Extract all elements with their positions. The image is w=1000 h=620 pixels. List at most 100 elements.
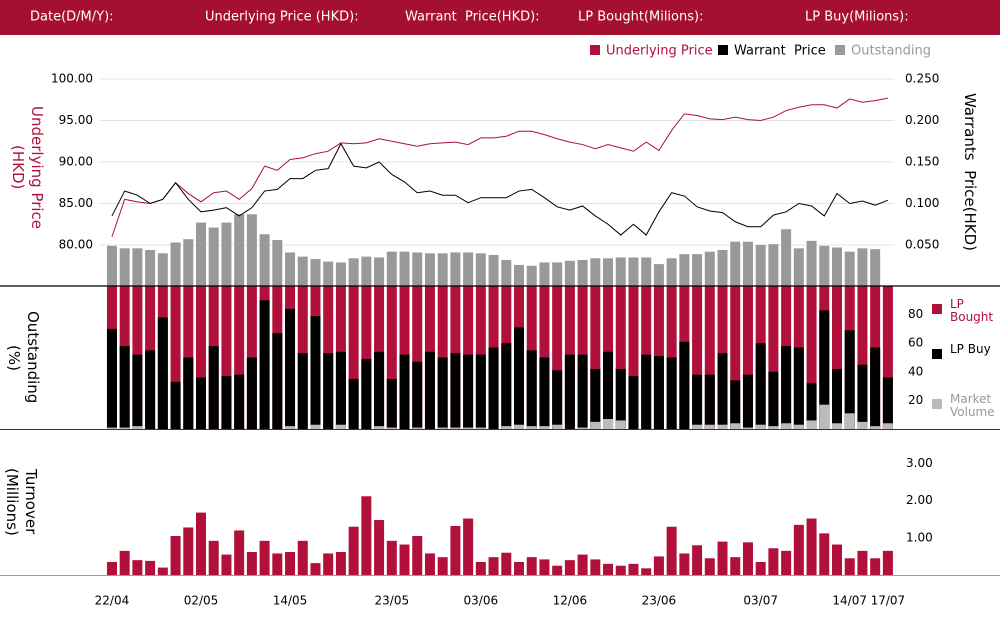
- line: [111, 142, 889, 236]
- bar: [412, 252, 423, 287]
- bar: [832, 368, 842, 429]
- bar: [577, 427, 588, 429]
- bar: [361, 256, 372, 287]
- bar: [475, 253, 486, 287]
- header-field: Warrant Price(HKD):: [405, 10, 540, 25]
- legend-swatch: [932, 399, 942, 409]
- bar: [157, 317, 168, 429]
- x-tick-label: 14/07: [832, 594, 867, 608]
- bar: [590, 559, 601, 575]
- bar: [501, 343, 512, 429]
- bar: [844, 558, 855, 575]
- bar: [704, 558, 715, 575]
- bar: [335, 351, 346, 429]
- bar: [488, 254, 499, 287]
- bar: [412, 536, 423, 575]
- y2-tick-label: 0.050: [905, 238, 939, 252]
- bar: [882, 423, 893, 429]
- bar: [106, 245, 117, 287]
- bar: [615, 368, 626, 429]
- bar: [463, 252, 474, 287]
- bar: [437, 253, 448, 287]
- legend-label: LP Buy: [950, 342, 991, 356]
- bar: [208, 346, 219, 429]
- bar: [603, 563, 614, 575]
- y2-tick-label: 0.200: [905, 113, 939, 127]
- y-tick-label: 95.00: [59, 113, 93, 127]
- bar: [450, 525, 461, 575]
- bar: [742, 427, 753, 429]
- bar: [806, 240, 817, 287]
- bar: [768, 426, 779, 429]
- bar: [348, 378, 359, 429]
- bar: [704, 424, 715, 429]
- bar: [526, 350, 537, 429]
- bar: [374, 520, 385, 575]
- bar: [730, 380, 741, 429]
- bar: [832, 247, 842, 287]
- bar: [577, 259, 588, 287]
- bar: [870, 347, 881, 429]
- legend-label: LP Bought: [950, 297, 994, 324]
- bar: [742, 286, 753, 429]
- bar: [832, 544, 842, 575]
- y-tick-label: 100.00: [51, 72, 93, 86]
- bar: [106, 562, 117, 575]
- bar: [742, 374, 753, 429]
- bar: [514, 562, 524, 575]
- bar: [386, 286, 397, 429]
- bar: [501, 552, 512, 575]
- legend-swatch: [718, 45, 728, 55]
- bar: [285, 426, 296, 429]
- legend-swatch: [590, 45, 600, 55]
- bar: [145, 249, 156, 287]
- bar: [539, 559, 550, 575]
- bar: [386, 427, 397, 429]
- bar: [781, 423, 792, 429]
- bar: [539, 426, 550, 429]
- bar: [857, 364, 868, 429]
- bar: [717, 353, 728, 429]
- bar: [692, 286, 703, 429]
- bar: [106, 328, 117, 429]
- bar: [806, 518, 817, 575]
- bar: [552, 424, 563, 429]
- bar: [577, 554, 588, 575]
- bar: [119, 550, 130, 575]
- y-tick-label: 1.00: [906, 530, 933, 544]
- bar: [806, 420, 817, 429]
- legend-label: Outstanding: [851, 44, 931, 59]
- bar: [819, 245, 830, 287]
- bar: [272, 240, 283, 287]
- bar: [514, 327, 524, 429]
- bar: [170, 536, 181, 575]
- bar: [603, 418, 614, 429]
- bar: [666, 357, 677, 429]
- bar: [170, 242, 181, 287]
- y-axis-title: Underlying Price (HKD): [9, 105, 46, 234]
- bar: [374, 351, 385, 429]
- bar: [335, 424, 346, 429]
- y-tick-label: 85.00: [59, 196, 93, 210]
- bar: [335, 262, 346, 287]
- bar: [106, 427, 117, 429]
- bar: [742, 542, 753, 575]
- header-bar: [0, 0, 1000, 35]
- bar: [119, 346, 130, 429]
- bar: [819, 310, 830, 429]
- bar: [615, 565, 626, 575]
- y2-tick-label: 0.100: [905, 196, 939, 210]
- x-tick-label: 14/05: [273, 594, 308, 608]
- bar: [717, 541, 728, 575]
- bar: [844, 330, 855, 429]
- bar: [285, 252, 296, 287]
- bar: [679, 341, 690, 429]
- bar: [310, 259, 321, 287]
- bar: [361, 358, 372, 429]
- bar: [653, 356, 664, 429]
- bar: [692, 254, 703, 287]
- bar: [463, 427, 474, 429]
- bar: [730, 241, 741, 287]
